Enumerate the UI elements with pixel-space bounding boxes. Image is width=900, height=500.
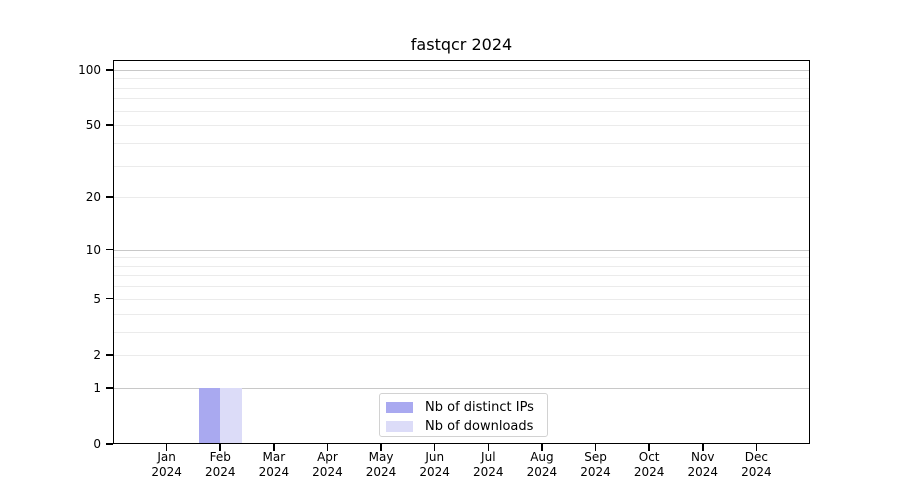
x-tick-label: Aug 2024	[526, 450, 558, 479]
x-tick-label: Jun 2024	[419, 450, 450, 479]
minor-gridline	[113, 313, 810, 315]
y-tick	[106, 387, 113, 389]
y-tick	[106, 124, 113, 126]
x-tick-label: Sep 2024	[580, 450, 611, 479]
y-tick-label: 20	[85, 190, 101, 205]
x-tick	[702, 444, 704, 451]
minor-gridline	[113, 110, 810, 112]
minor-gridline	[113, 197, 810, 199]
plot-area	[113, 60, 810, 444]
x-tick	[487, 444, 490, 451]
x-tick	[755, 444, 758, 451]
minor-gridline	[113, 165, 810, 167]
minor-gridline	[113, 298, 810, 300]
legend-swatch-distinct-ips	[386, 402, 413, 413]
x-tick-label: May 2024	[365, 450, 397, 479]
legend-item-downloads: Nb of downloads	[386, 418, 547, 435]
x-tick	[541, 444, 543, 451]
x-tick	[219, 444, 221, 451]
minor-gridline	[113, 87, 810, 89]
y-tick-label: 50	[85, 118, 101, 133]
x-tick-label: Jul 2024	[473, 450, 504, 479]
y-tick	[106, 297, 113, 300]
y-tick-label: 0	[93, 437, 101, 451]
major-gridline	[113, 69, 810, 71]
x-tick-label: Apr 2024	[312, 450, 343, 479]
minor-gridline	[113, 275, 810, 277]
x-tick	[165, 444, 168, 451]
x-tick-label: Nov 2024	[687, 450, 719, 479]
y-tick	[106, 354, 113, 356]
minor-gridline	[113, 331, 810, 333]
x-tick	[273, 444, 275, 451]
minor-gridline	[113, 286, 810, 288]
x-tick-label: Mar 2024	[258, 450, 290, 479]
y-tick	[106, 248, 113, 251]
legend-label-downloads: Nb of downloads	[425, 419, 534, 434]
x-tick-label: Feb 2024	[204, 450, 236, 479]
legend-swatch-downloads	[386, 421, 413, 432]
x-tick	[326, 444, 329, 451]
chart-title: fastqcr 2024	[410, 35, 513, 54]
minor-gridline	[113, 98, 810, 100]
legend-item-distinct-ips: Nb of distinct IPs	[386, 399, 547, 416]
bar-downloads-feb	[220, 387, 242, 444]
major-gridline	[113, 387, 810, 389]
y-tick-label: 100	[78, 62, 101, 77]
x-tick-label: Dec 2024	[741, 450, 772, 479]
legend: Nb of distinct IPs Nb of downloads	[379, 393, 548, 437]
y-tick	[106, 69, 113, 71]
minor-gridline	[113, 354, 810, 356]
major-gridline	[113, 249, 810, 251]
y-tick-label: 2	[93, 347, 101, 362]
y-tick-label: 10	[85, 242, 101, 257]
minor-gridline	[113, 78, 810, 80]
x-tick	[648, 444, 650, 451]
y-tick	[106, 443, 113, 445]
y-tick	[106, 196, 113, 198]
legend-label-distinct-ips: Nb of distinct IPs	[425, 400, 534, 415]
y-tick-label: 5	[93, 291, 101, 306]
minor-gridline	[113, 265, 810, 267]
bar-distinct-ips-feb	[198, 387, 221, 444]
x-tick	[594, 444, 597, 451]
x-tick	[380, 444, 382, 451]
y-tick-label: 1	[93, 380, 101, 395]
x-tick	[433, 444, 436, 451]
x-tick-label: Jan 2024	[151, 450, 182, 479]
minor-gridline	[113, 125, 810, 127]
x-tick-label: Oct 2024	[633, 450, 665, 479]
minor-gridline	[113, 142, 810, 144]
minor-gridline	[113, 257, 810, 259]
